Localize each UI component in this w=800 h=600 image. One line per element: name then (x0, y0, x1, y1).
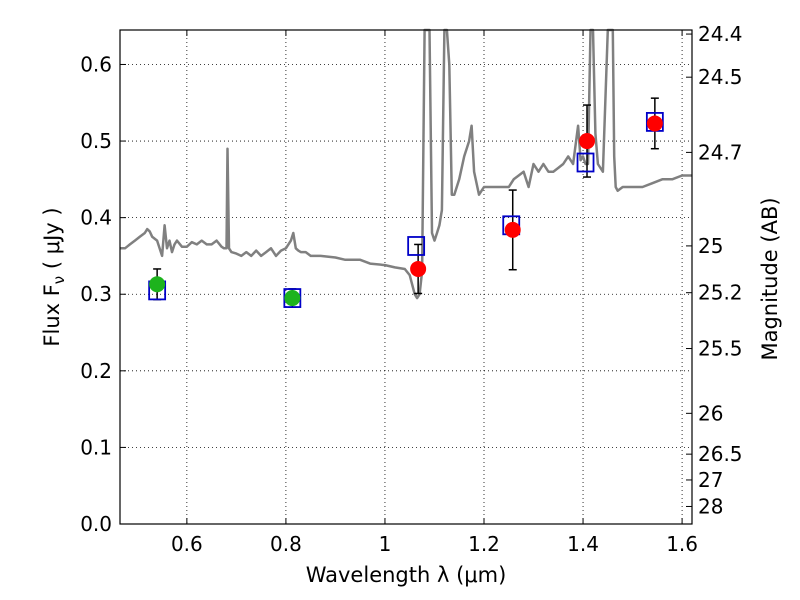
model-spectrum-layer (120, 28, 692, 300)
markers-layer (148, 112, 664, 308)
mag-tick-label: 24.7 (698, 140, 743, 164)
observed-nir-point (579, 133, 596, 150)
y-tick-label: 0.3 (80, 282, 112, 306)
x-tick-label: 1.4 (567, 532, 599, 556)
y-tick-label: 0.5 (80, 129, 112, 153)
y-axis-label-left: Flux Fν ( μJy ) (40, 207, 68, 346)
mag-tick-label: 25.5 (698, 337, 743, 361)
model-flux-square (407, 236, 426, 256)
tick-marks (120, 30, 692, 525)
mag-tick-label: 27 (698, 468, 723, 492)
mag-tick-label: 24.4 (698, 22, 743, 46)
tick-labels: 0.6 0.8 1 1.2 1.4 1.6 0.0 0.1 0.2 0.3 0.4 0.5 0.6 24.… (80, 22, 742, 556)
observed-nir-point (410, 260, 427, 277)
x-tick-label: 1.6 (666, 532, 698, 556)
mag-tick-label: 26 (698, 401, 723, 425)
y-axis-label-right: Magnitude (AB) (758, 197, 782, 360)
mag-tick-label: 25 (698, 234, 723, 258)
mag-tick-label: 24.5 (698, 65, 743, 89)
observed-nir-point (504, 221, 521, 238)
model-flux-square (576, 152, 595, 173)
model-spectrum-line (120, 28, 692, 300)
y-tick-label: 0.2 (80, 359, 112, 383)
observed-optical-point (149, 276, 166, 293)
observed-nir-point (646, 115, 663, 132)
plot-frame (119, 29, 693, 525)
mag-tick-label: 26.5 (698, 442, 743, 466)
x-axis-label: Wavelength λ (μm) (306, 563, 507, 587)
x-tick-label: 1 (379, 532, 392, 556)
mag-tick-label: 28 (698, 494, 723, 518)
mag-tick-label: 25.2 (698, 281, 743, 305)
y-tick-label: 0.0 (80, 512, 112, 536)
y-tick-label: 0.6 (80, 52, 112, 76)
x-tick-label: 0.8 (270, 532, 302, 556)
x-tick-label: 0.6 (171, 532, 203, 556)
y-tick-label: 0.1 (80, 435, 112, 459)
observed-optical-point (284, 290, 301, 307)
x-tick-label: 1.2 (468, 532, 500, 556)
y-tick-label: 0.4 (80, 206, 112, 230)
